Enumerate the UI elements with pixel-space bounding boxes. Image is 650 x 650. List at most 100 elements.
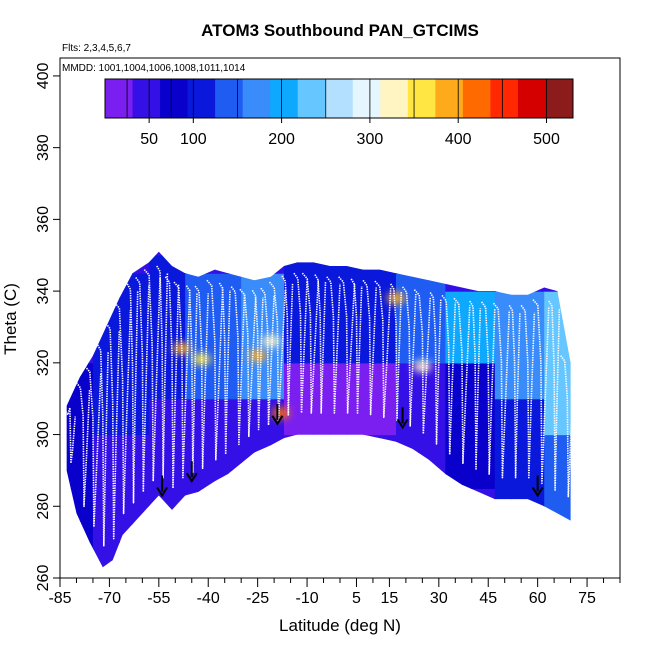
heatmap-cell [363,416,381,436]
heatmap-cell [544,326,559,346]
heatmap-cell [544,273,559,292]
heatmap-cell [379,344,397,364]
heatmap-cell [148,291,160,310]
heatmap-cell [148,251,160,256]
heatmap-cell [270,434,285,454]
heatmap-cell [132,560,150,568]
heatmap-cell [284,251,298,256]
y-tick-label: 380 [35,134,52,161]
heatmap-cell [412,380,430,400]
heatmap-cell [445,416,463,436]
heatmap-cell [66,506,81,525]
heatmap-cell [445,542,463,561]
heatmap-cell [330,524,348,543]
colorbar-tick-label: 300 [357,131,384,148]
heatmap-cell [214,416,229,436]
heatmap-cell [527,470,545,489]
heatmap-cell [396,560,414,568]
heatmap-cell [557,452,571,472]
heatmap-cell [148,309,160,328]
heatmap-cell [185,255,199,274]
heatmap-cell [228,488,242,507]
heatmap-cell [66,488,81,507]
heatmap-cell [557,273,571,292]
heatmap-cell [557,344,571,364]
colorbar-swatch [105,79,134,118]
colorbar-tick-label: 200 [268,131,295,148]
heatmap-cell [198,524,216,543]
heatmap-cell [106,470,120,489]
heatmap-cell [557,380,571,400]
heatmap-cell [478,398,496,418]
heatmap-cell [461,309,479,328]
heatmap-cell [412,273,430,292]
heatmap-cell [363,470,381,489]
heatmap-cell [330,398,348,418]
heatmap-cell [511,542,529,561]
heatmap-cell [428,560,447,568]
profile-trace [374,280,392,419]
profile-trace [413,289,432,435]
profile-trace [251,290,264,431]
heatmap-cell [494,344,512,364]
heatmap-cell [228,560,242,568]
heatmap-cell [544,251,559,256]
heatmap-cell [119,380,134,400]
heatmap-cell [79,488,94,507]
heatmap-cell [297,560,315,568]
heatmap-cell [363,291,381,310]
heatmap-cell [66,326,81,346]
heatmap-cell [330,273,348,292]
heatmap-cell [313,273,331,292]
heatmap-cell [478,251,496,256]
heatmap-cell [148,362,160,382]
colorbar: 50 100 200 300 400 500 [104,78,574,148]
heatmap-cell [511,488,529,507]
heatmap-cell [198,560,216,568]
heatmap-cell [270,273,285,292]
heatmap-cell [228,251,242,256]
heatmap-cell [511,344,529,364]
heatmap-cell [346,344,364,364]
heatmap-cell [297,416,315,436]
profile-bottom-arrows [156,403,544,498]
heatmap-cell [346,255,364,274]
heatmap-cell [396,452,414,472]
heatmap-cell [363,362,381,382]
heatmap-cell [511,434,529,454]
heatmap-cell [158,251,173,256]
heatmap-cell [79,255,94,274]
heatmap-cell [445,470,463,489]
profile-trace [508,304,521,479]
heatmap-cell [363,524,381,543]
x-axis-label: Latitude (deg N) [279,616,401,635]
heatmap-cell [172,506,186,525]
heatmap-cell [445,434,463,454]
heatmap-cell [494,255,512,274]
heatmap-cell [557,291,571,310]
heatmap-cell [284,488,298,507]
heatmap-cell [132,506,150,525]
colorbar-swatch [407,79,436,118]
y-tick-label: 340 [35,278,52,305]
heatmap-cell [214,560,229,568]
heatmap-cell [428,255,447,274]
heatmap-cell [396,470,414,489]
heatmap-cell [284,524,298,543]
y-tick-label: 320 [35,349,52,376]
heatmap-cell [511,506,529,525]
heatmap-cell [270,309,285,328]
heatmap-cell [254,434,272,454]
heatmap-cell [461,470,479,489]
colorbar-swatch [215,79,244,118]
heatmap-cell [185,506,199,525]
heatmap-cell [66,542,81,561]
heatmap-cell [214,291,229,310]
heatmap-cell [478,326,496,346]
heatmap-cell [66,434,81,454]
heatmap-cell [185,488,199,507]
profile-trace [301,272,320,414]
heatmap-cell [527,380,545,400]
heatmap-cell [330,380,348,400]
heatmap-cell [330,488,348,507]
